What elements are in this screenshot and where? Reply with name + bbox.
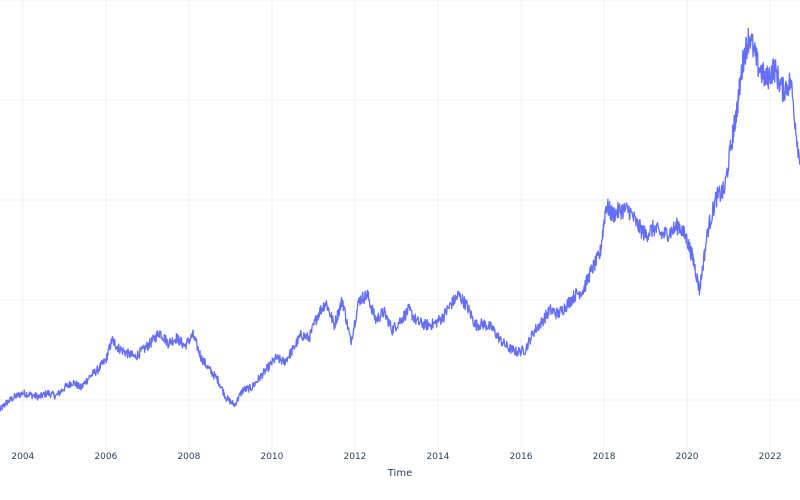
x-axis-title: Time (387, 468, 412, 479)
grid-layer (0, 0, 800, 450)
x-tick-label: 2008 (177, 452, 200, 462)
x-tick-label: 2022 (759, 452, 782, 462)
price-series-line (0, 27, 800, 412)
x-tick-label: 2014 (427, 452, 450, 462)
x-tick-label: 2006 (94, 452, 117, 462)
x-tick-label: 2004 (11, 452, 34, 462)
x-tick-label: 2010 (260, 452, 283, 462)
x-tick-label: 2016 (510, 452, 533, 462)
x-tick-label: 2012 (344, 452, 367, 462)
x-axis-ticks: 2004 2006 2008 2010 2012 2014 2016 2018 2020 2022 (11, 452, 781, 462)
x-tick-label: 2018 (593, 452, 616, 462)
x-tick-label: 2020 (676, 452, 699, 462)
